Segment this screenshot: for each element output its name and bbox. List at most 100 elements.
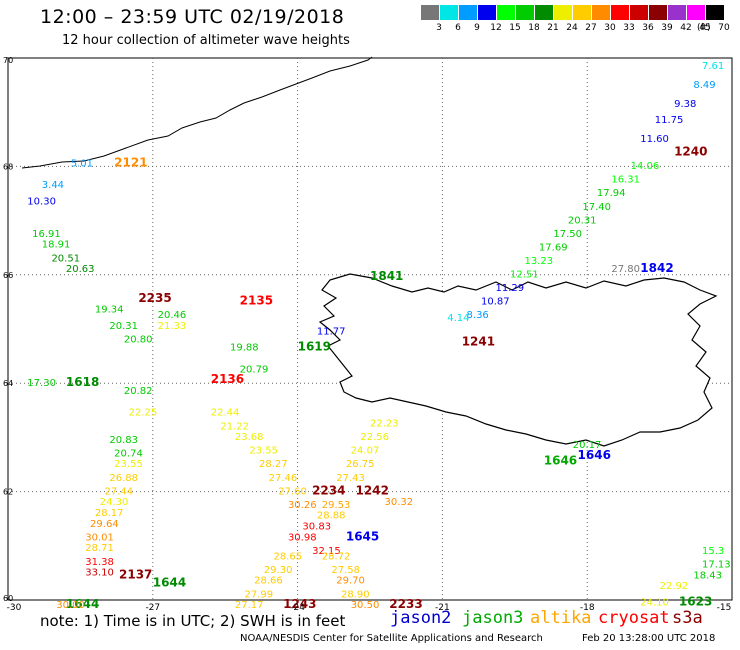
wave-height-label: 12.51 bbox=[510, 270, 539, 281]
color-swatch-label: 42 bbox=[680, 23, 692, 33]
wave-height-label: 5.01 bbox=[71, 158, 93, 169]
wave-height-label: 11.60 bbox=[640, 134, 669, 145]
color-swatch-33 bbox=[611, 5, 629, 20]
pass-time-label: 1618 bbox=[66, 375, 99, 389]
page-subtitle: 12 hour collection of altimeter wave hei… bbox=[62, 33, 350, 48]
color-swatch-label: 3 bbox=[436, 23, 442, 33]
wave-height-label: 8.36 bbox=[467, 310, 489, 321]
color-swatch-12 bbox=[478, 5, 496, 20]
wave-height-label: 11.75 bbox=[655, 115, 684, 126]
wave-height-label: 30.26 bbox=[288, 500, 317, 511]
pass-time-label: 2234 bbox=[312, 483, 345, 497]
color-swatch-39 bbox=[649, 5, 667, 20]
x-tick-label: -27 bbox=[145, 603, 160, 613]
pass-time-label: 1841 bbox=[370, 269, 403, 283]
wave-height-label: 20.82 bbox=[124, 386, 153, 397]
wave-height-label: 20.31 bbox=[109, 321, 138, 332]
footer-credit: NOAA/NESDIS Center for Satellite Applica… bbox=[240, 633, 543, 644]
x-tick-label: -18 bbox=[580, 603, 595, 613]
y-tick-label: 60 bbox=[3, 594, 13, 603]
wave-height-label: 27.60 bbox=[278, 486, 307, 497]
wave-height-label: 26.75 bbox=[346, 459, 375, 470]
wave-height-label: 22.25 bbox=[129, 408, 158, 419]
wave-height-label: 31.38 bbox=[85, 557, 114, 568]
wave-height-label: 15.3 bbox=[702, 546, 724, 557]
wave-height-label: 30.83 bbox=[302, 522, 331, 533]
wave-height-label: 28.65 bbox=[273, 551, 302, 562]
pass-time-label: 1646 bbox=[578, 448, 611, 462]
wave-height-label: 17.94 bbox=[597, 188, 626, 199]
color-swatch-label: 9 bbox=[474, 23, 480, 33]
color-swatch-label: 36 bbox=[642, 23, 654, 33]
wave-height-label: 21.22 bbox=[220, 421, 249, 432]
color-swatch-label: 33 bbox=[623, 23, 635, 33]
coastline-layer bbox=[21, 56, 718, 447]
wave-height-label: 23.68 bbox=[235, 432, 264, 443]
wave-height-label: 20.51 bbox=[51, 253, 80, 264]
wave-height-label: 26.88 bbox=[109, 473, 138, 484]
x-tick-label: -24 bbox=[290, 603, 305, 613]
color-swatch-36 bbox=[630, 5, 648, 20]
wave-height-label: 14.06 bbox=[631, 161, 660, 172]
color-swatch-label: 15 bbox=[509, 23, 521, 33]
x-tick-label: -15 bbox=[717, 603, 732, 613]
wave-height-label: 22.92 bbox=[660, 581, 689, 592]
wave-height-label: 20.46 bbox=[158, 310, 187, 321]
color-swatch-30 bbox=[592, 5, 610, 20]
pass-time-label: 1242 bbox=[356, 483, 389, 497]
wave-height-label: 13.23 bbox=[524, 256, 553, 267]
wave-height-label: 20.80 bbox=[124, 335, 153, 346]
wave-height-label: 28.71 bbox=[85, 543, 114, 554]
pass-time-label: 1644 bbox=[153, 575, 186, 589]
color-swatch-label: 39 bbox=[661, 23, 673, 33]
wave-height-label: 20.63 bbox=[66, 264, 95, 275]
wave-height-label: 28.27 bbox=[259, 459, 288, 470]
color-swatch-label: 45 bbox=[699, 23, 711, 33]
wave-height-label: 24.07 bbox=[351, 446, 380, 457]
iceland-coastline bbox=[318, 273, 718, 447]
color-swatch-21 bbox=[535, 5, 553, 20]
pass-time-label: 1644 bbox=[66, 597, 99, 611]
wave-height-label: 27.80 bbox=[611, 264, 640, 275]
pass-time-label: 2233 bbox=[389, 597, 422, 611]
wave-height-label: 29.70 bbox=[336, 576, 365, 587]
wave-height-label: 27.44 bbox=[105, 486, 134, 497]
pass-time-label: 1241 bbox=[462, 334, 495, 348]
wave-height-label: 28.72 bbox=[322, 551, 351, 562]
satellite-s3a: s3a bbox=[672, 608, 703, 628]
color-swatch-70 bbox=[706, 5, 724, 20]
wave-height-label: 17.69 bbox=[539, 242, 568, 253]
y-tick-label: 68 bbox=[3, 162, 13, 171]
wave-height-label: 18.43 bbox=[693, 570, 722, 581]
wave-height-label: 30.98 bbox=[288, 532, 317, 543]
color-swatch-9 bbox=[459, 5, 477, 20]
wave-height-label: 10.30 bbox=[27, 196, 56, 207]
wave-height-label: 20.83 bbox=[109, 435, 138, 446]
wave-height-label: 24.30 bbox=[100, 497, 129, 508]
wave-height-label: 29.64 bbox=[90, 519, 119, 530]
wave-height-label: 3.44 bbox=[42, 180, 64, 191]
pass-time-label: 1619 bbox=[298, 340, 331, 354]
pass-time-label: 1842 bbox=[640, 261, 673, 275]
pass-time-label: 2235 bbox=[138, 291, 171, 305]
pass-time-label: 2121 bbox=[114, 155, 147, 169]
x-tick-label: -30 bbox=[7, 603, 22, 613]
color-swatch-label: 6 bbox=[455, 23, 461, 33]
wave-height-label: 27.46 bbox=[269, 473, 298, 484]
y-tick-label: 64 bbox=[3, 379, 13, 388]
color-swatch-label: 27 bbox=[585, 23, 597, 33]
pass-time-label: 1645 bbox=[346, 529, 379, 543]
wave-height-label: 16.31 bbox=[611, 175, 640, 186]
wave-height-label: 28.90 bbox=[341, 589, 370, 600]
wave-height-label: 20.74 bbox=[114, 448, 143, 459]
wave-height-label: 27.58 bbox=[331, 565, 360, 576]
footer-note: note: 1) Time is in UTC; 2) SWH is in fe… bbox=[40, 612, 346, 630]
satellite-jason2: jason2 bbox=[390, 608, 452, 628]
wave-height-label: 21.33 bbox=[158, 321, 187, 332]
color-scale-unit: (ft) bbox=[697, 23, 711, 33]
wave-height-label: 11.29 bbox=[495, 283, 524, 294]
wave-height-label: 19.88 bbox=[230, 343, 259, 354]
wave-height-label: 23.55 bbox=[249, 446, 278, 457]
wave-height-label: 22.23 bbox=[370, 419, 399, 430]
color-swatch-label: 21 bbox=[547, 23, 559, 33]
